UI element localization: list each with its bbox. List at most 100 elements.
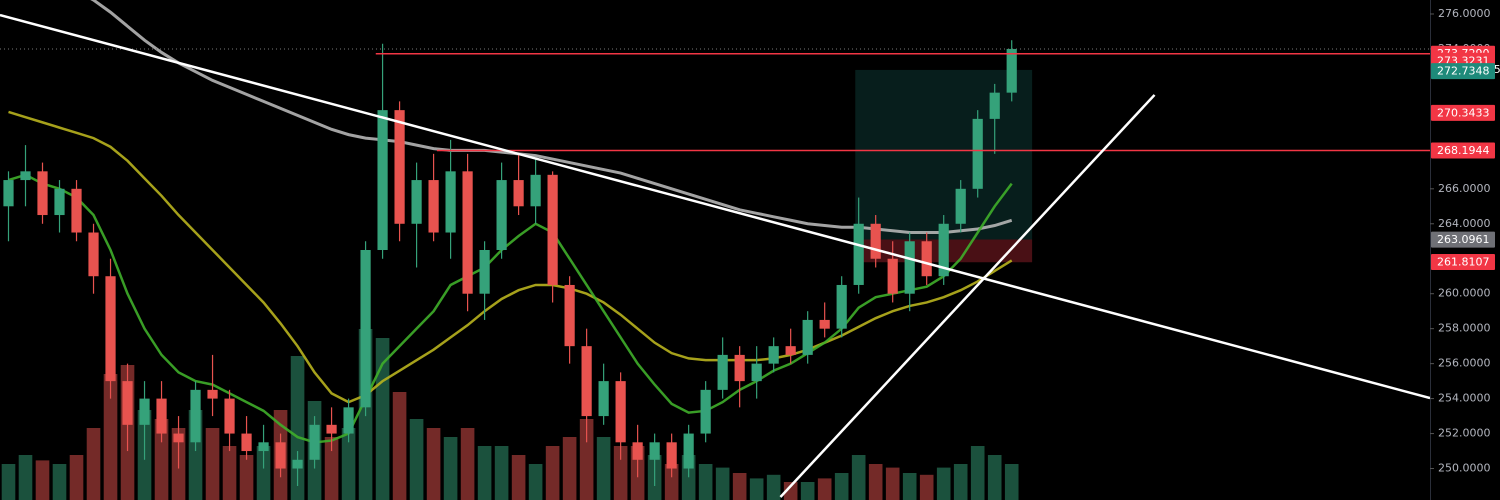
candle-body: [802, 319, 813, 355]
y-tick-label: 252.0000: [1438, 427, 1491, 440]
candle-body: [649, 442, 660, 460]
candle-body: [547, 174, 558, 285]
candle-body: [836, 284, 847, 329]
candle-body: [819, 319, 830, 329]
volume-bar: [1004, 464, 1019, 500]
y-tick-label: 276.0000: [1438, 7, 1491, 20]
volume-bar: [477, 446, 492, 500]
candle-body: [326, 424, 337, 434]
candle-body: [156, 398, 167, 434]
volume-bar: [919, 474, 934, 500]
candle-body: [496, 180, 507, 250]
volume-bar: [528, 464, 543, 500]
volume-bar: [596, 437, 611, 500]
price-tag: [1431, 254, 1495, 271]
candle-body: [411, 180, 422, 224]
volume-bar: [256, 446, 271, 500]
volume-bar: [239, 455, 254, 500]
candle-body: [938, 223, 949, 277]
volume-bar: [341, 428, 356, 500]
candle-body: [513, 180, 524, 207]
candle-body: [921, 241, 932, 277]
price-tag-label: 268.1944: [1437, 144, 1490, 157]
volume-bar: [222, 446, 237, 500]
y-tick-label: 264.0000: [1438, 217, 1491, 230]
candle-body: [530, 174, 541, 207]
candle-body: [224, 398, 235, 434]
candle-body: [751, 363, 762, 382]
candle-body: [700, 389, 711, 434]
candle-body: [615, 381, 626, 443]
volume-bar: [868, 464, 883, 500]
volume-bar: [715, 467, 730, 500]
volume-bar: [664, 464, 679, 500]
y-tick-label: 256.0000: [1438, 357, 1491, 370]
volume-bar: [154, 419, 169, 500]
candle-body: [632, 442, 643, 460]
candle-body: [258, 442, 269, 452]
volume-bar: [902, 473, 917, 500]
candle-body: [190, 389, 201, 443]
y-tick-label: 266.0000: [1438, 182, 1491, 195]
candle-body: [394, 110, 405, 224]
price-tag: [1431, 63, 1495, 80]
volume-bar: [86, 428, 101, 500]
price-tag: [1431, 142, 1495, 159]
candle-body: [428, 180, 439, 233]
candle-body: [785, 346, 796, 355]
volume-bar: [987, 455, 1002, 500]
volume-bar: [936, 467, 951, 500]
y-tick-label: 250.0000: [1438, 462, 1491, 475]
price-axis: 276.0000274.0000266.0000264.0000260.0000…: [1430, 7, 1500, 475]
volume-bar: [103, 374, 118, 500]
y-tick-label: 258.0000: [1438, 322, 1491, 335]
candle-body: [904, 241, 915, 294]
volume-bar: [783, 482, 798, 500]
price-tag-label: 263.0961: [1437, 233, 1490, 246]
volume-bar: [749, 478, 764, 500]
candle-body: [37, 171, 48, 216]
candle-body: [1006, 48, 1017, 93]
volume-bar: [69, 455, 84, 500]
volume-bar: [851, 455, 866, 500]
candle-body: [989, 92, 1000, 119]
trendline: [779, 94, 1156, 498]
candle-body: [207, 389, 218, 399]
candle-body: [768, 346, 779, 364]
candle-body: [105, 276, 116, 382]
plot-area: [0, 0, 1430, 500]
candle-body: [598, 381, 609, 417]
volume-bar: [18, 455, 33, 500]
candle-body: [20, 171, 31, 181]
candle-body: [292, 459, 303, 469]
candle-body: [275, 442, 286, 469]
volume-bar: [443, 437, 458, 500]
candle-body: [139, 398, 150, 425]
candle-body: [581, 346, 592, 417]
target-zone: [855, 69, 1033, 240]
candle-body: [445, 171, 456, 233]
y-tick-label: 254.0000: [1438, 392, 1491, 405]
trendline: [0, 13, 1430, 400]
price-tag: [1431, 231, 1495, 248]
volume-bar: [1, 464, 16, 500]
volume-bar: [698, 464, 713, 500]
price-tag: [1431, 104, 1495, 121]
candle-body: [734, 354, 745, 382]
candle-body: [479, 250, 490, 294]
candle-body: [717, 354, 728, 390]
candle-body: [972, 118, 983, 189]
volume-bar: [511, 455, 526, 500]
candle-body: [3, 180, 14, 207]
volume-bar: [392, 392, 407, 500]
candle-body: [666, 442, 677, 469]
volume-bar: [460, 428, 475, 500]
y-tick-label: 260.0000: [1438, 287, 1491, 300]
candle-body: [71, 188, 82, 233]
candle-body: [88, 232, 99, 277]
volume-bar: [579, 419, 594, 500]
price-tag-label: 272.7348: [1437, 65, 1490, 78]
volume-bar: [885, 467, 900, 500]
